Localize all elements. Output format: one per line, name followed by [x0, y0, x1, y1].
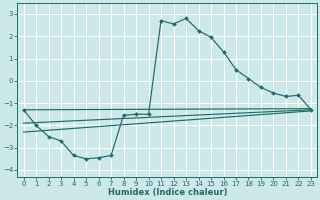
X-axis label: Humidex (Indice chaleur): Humidex (Indice chaleur)	[108, 188, 227, 197]
